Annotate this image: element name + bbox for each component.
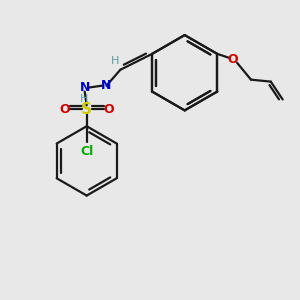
Text: O: O — [60, 103, 70, 116]
Text: Cl: Cl — [80, 146, 93, 158]
Text: S: S — [81, 102, 92, 117]
Text: H: H — [80, 94, 88, 104]
Text: N: N — [101, 79, 112, 92]
Text: N: N — [80, 81, 90, 94]
Text: O: O — [103, 103, 114, 116]
Text: O: O — [228, 53, 238, 66]
Text: H: H — [111, 56, 120, 66]
